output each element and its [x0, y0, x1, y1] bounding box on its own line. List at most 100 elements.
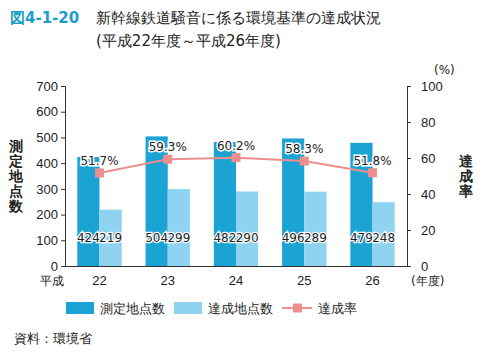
- data-label: 58.3%: [285, 142, 323, 156]
- data-label: 496: [282, 231, 305, 245]
- chart: 図4-1-20 新幹線鉄道騒音に係る環境基準の達成状況 (平成22年度～平成26年度…: [0, 0, 481, 356]
- tick: 26: [365, 273, 379, 288]
- data-label: 479: [350, 231, 373, 245]
- x-axis: 22 23 24 25 26: [66, 267, 408, 288]
- axis-line: [408, 87, 412, 267]
- tick-mark: [61, 266, 65, 267]
- tick-mark: [61, 215, 65, 216]
- axis-line: [66, 266, 408, 267]
- tick-label: 600: [36, 104, 58, 119]
- data-label: 504: [145, 231, 168, 245]
- data-label: 290: [236, 231, 259, 245]
- data-label: 219: [99, 231, 122, 245]
- y-axis: 0 100 200 300 400 500 600 700: [36, 79, 65, 274]
- marker: [232, 153, 241, 162]
- tick: 700: [36, 79, 65, 94]
- tick: 100: [36, 233, 65, 248]
- legend-swatch: [174, 302, 202, 314]
- legend-label: 達成率: [318, 301, 357, 316]
- tick-label: 40: [421, 187, 435, 202]
- x-prefix: 平成: [40, 274, 64, 288]
- tick-label: 26: [365, 273, 379, 288]
- tick-mark: [61, 240, 65, 241]
- data-labels: 424 504 482 496 479 219 299 290 289 248 51.7% 59.3%…: [77, 139, 395, 245]
- bar: [99, 210, 121, 266]
- tick-label: 400: [36, 156, 58, 171]
- tick: 0: [407, 259, 428, 274]
- tick-label: 500: [36, 130, 58, 145]
- tick: 400: [36, 156, 65, 171]
- y-axis-label: 測定地点数: [8, 138, 24, 214]
- tick-label: 300: [36, 182, 58, 197]
- tick: 22: [92, 273, 106, 288]
- data-label: 51.8%: [353, 154, 391, 168]
- plot-area: [77, 136, 394, 266]
- bar: [373, 202, 395, 266]
- tick: 500: [36, 130, 65, 145]
- bar: [236, 191, 258, 266]
- legend-label: 測定地点数: [100, 301, 165, 316]
- data-label: 482: [213, 231, 236, 245]
- tick: 60: [407, 151, 435, 166]
- tick: 20: [407, 223, 435, 238]
- legend: 測定地点数 達成地点数 達成率: [66, 301, 357, 316]
- tick: 23: [161, 273, 175, 288]
- data-label: 60.2%: [217, 139, 255, 153]
- tick-mark: [61, 189, 65, 190]
- tick: 600: [36, 104, 65, 119]
- tick-label: 24: [229, 273, 243, 288]
- source: 資料：環境省: [14, 331, 92, 346]
- legend-item: 達成地点数: [174, 301, 273, 316]
- tick-label: 20: [421, 223, 435, 238]
- tick-mark: [407, 122, 411, 123]
- data-label: 59.3%: [149, 140, 187, 154]
- figure-label: 図4-1-20: [10, 9, 79, 27]
- tick-label: 22: [92, 273, 106, 288]
- subtitle: (平成22年度～平成26年度): [96, 32, 281, 50]
- tick: 40: [407, 187, 435, 202]
- tick-label: 700: [36, 79, 58, 94]
- tick-label: 100: [421, 79, 443, 94]
- tick: 24: [229, 273, 243, 288]
- tick-mark: [407, 86, 411, 87]
- tick-mark: [407, 266, 411, 267]
- data-label: 289: [304, 231, 327, 245]
- legend-marker: [293, 304, 302, 313]
- title: 新幹線鉄道騒音に係る環境基準の達成状況: [96, 9, 381, 27]
- tick-label: 80: [421, 115, 435, 130]
- tick: 0: [51, 259, 65, 274]
- legend-label: 達成地点数: [208, 301, 273, 316]
- tick-label: 100: [36, 233, 58, 248]
- tick-mark: [407, 158, 411, 159]
- tick-label: 23: [161, 273, 175, 288]
- tick: 80: [407, 115, 435, 130]
- data-label: 51.7%: [80, 154, 118, 168]
- data-label: 424: [77, 231, 100, 245]
- marker: [95, 168, 104, 177]
- axis-line: [61, 87, 66, 267]
- y2-unit: (%): [434, 63, 455, 77]
- bar: [168, 189, 190, 266]
- tick-label: 25: [297, 273, 311, 288]
- tick: 300: [36, 182, 65, 197]
- tick-mark: [61, 86, 65, 87]
- marker: [368, 168, 377, 177]
- marker: [300, 157, 309, 166]
- tick-mark: [61, 163, 65, 164]
- tick-mark: [407, 194, 411, 195]
- tick-mark: [61, 137, 65, 138]
- tick-label: 0: [51, 259, 58, 274]
- tick-label: 60: [421, 151, 435, 166]
- tick: 25: [297, 273, 311, 288]
- tick-mark: [61, 112, 65, 113]
- legend-item: 測定地点数: [66, 301, 165, 316]
- y2-axis: 0 20 40 60 80 100: [407, 79, 443, 274]
- data-label: 248: [372, 231, 395, 245]
- marker: [163, 155, 172, 164]
- y2-axis-label: 達成率: [458, 153, 474, 199]
- tick-mark: [407, 230, 411, 231]
- data-label: 299: [167, 231, 190, 245]
- tick: 200: [36, 207, 65, 222]
- legend-item: 達成率: [282, 301, 357, 316]
- tick-label: 200: [36, 207, 58, 222]
